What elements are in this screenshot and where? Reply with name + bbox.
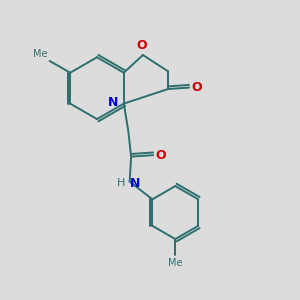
Text: N: N: [108, 96, 119, 109]
Text: O: O: [156, 149, 166, 162]
Text: Me: Me: [33, 49, 47, 58]
Text: O: O: [191, 81, 202, 94]
Text: H: H: [117, 178, 126, 188]
Text: Me: Me: [168, 258, 183, 268]
Text: N: N: [130, 177, 141, 190]
Text: O: O: [136, 38, 147, 52]
